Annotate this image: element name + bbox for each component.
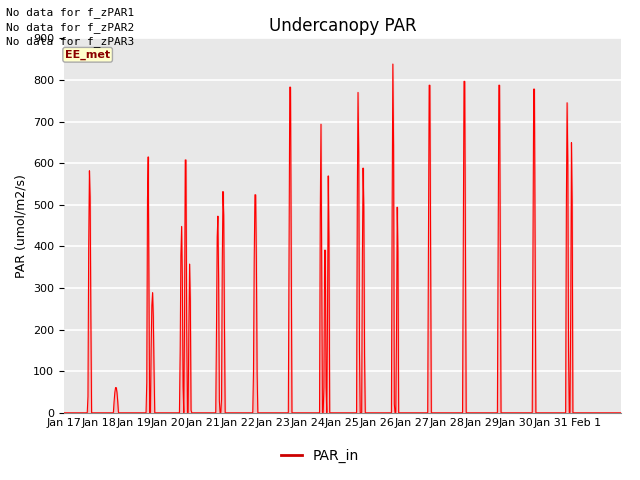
- Title: Undercanopy PAR: Undercanopy PAR: [269, 17, 416, 36]
- Text: EE_met: EE_met: [65, 49, 110, 60]
- Text: No data for f_zPAR3: No data for f_zPAR3: [6, 36, 134, 47]
- Y-axis label: PAR (umol/m2/s): PAR (umol/m2/s): [15, 174, 28, 277]
- Text: No data for f_zPAR2: No data for f_zPAR2: [6, 22, 134, 33]
- Legend: PAR_in: PAR_in: [275, 443, 365, 468]
- Text: No data for f_zPAR1: No data for f_zPAR1: [6, 7, 134, 18]
